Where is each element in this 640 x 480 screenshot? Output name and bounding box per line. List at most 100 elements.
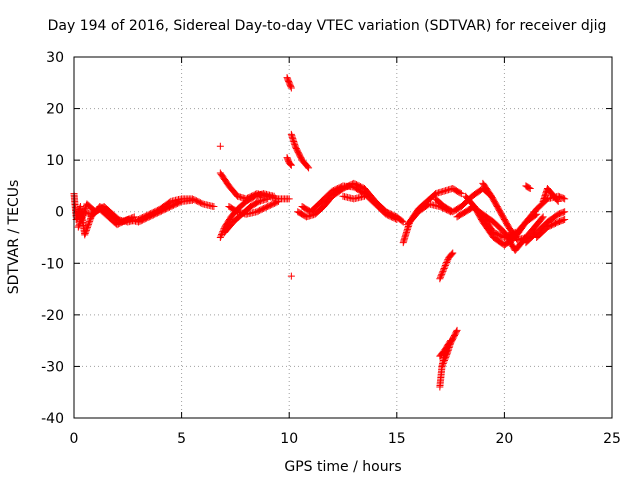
x-tick-label: 0: [70, 431, 79, 447]
data-point: [441, 263, 449, 271]
data-point: [456, 189, 464, 197]
data-point: [86, 216, 94, 224]
data-point: [305, 164, 313, 172]
y-tick-label: 20: [46, 102, 64, 118]
data-point: [538, 214, 546, 222]
data-point: [436, 275, 444, 283]
data-point: [78, 214, 86, 222]
data-point: [448, 250, 456, 258]
data-point: [75, 220, 83, 228]
x-axis-label: GPS time / hours: [284, 459, 401, 475]
data-point: [559, 208, 567, 216]
data-point: [446, 338, 454, 346]
data-point: [176, 198, 184, 206]
data-point: [81, 206, 89, 214]
data-point: [304, 163, 312, 171]
data-point: [441, 355, 449, 363]
data-point: [285, 195, 293, 203]
data-point: [130, 213, 138, 221]
data-point: [449, 249, 457, 257]
data-point: [452, 328, 460, 336]
data-point: [526, 185, 534, 193]
data-point: [82, 226, 90, 234]
data-point: [539, 213, 547, 221]
data-point: [441, 261, 449, 269]
data-point: [439, 361, 447, 369]
data-point: [85, 220, 93, 228]
data-point: [561, 195, 569, 203]
data-point: [216, 234, 224, 241]
y-tick-label: 30: [46, 50, 64, 66]
data-point: [80, 207, 88, 215]
x-tick-labels: 0 5 10 15 20 25: [70, 431, 621, 447]
data-point: [78, 213, 86, 221]
data-point: [287, 83, 295, 91]
x-tick-label: 10: [280, 431, 298, 447]
data-point: [77, 216, 85, 224]
data-point: [217, 232, 225, 240]
x-tick-label: 15: [388, 431, 406, 447]
data-point: [198, 199, 206, 207]
data-point: [438, 362, 446, 370]
data-point: [76, 217, 84, 225]
data-point: [399, 218, 407, 226]
data-point: [440, 357, 448, 365]
data-point: [129, 213, 137, 221]
data-point: [270, 192, 278, 200]
data-point: [120, 217, 128, 225]
data-point: [210, 203, 218, 211]
data-point: [76, 219, 84, 227]
data-point: [82, 228, 90, 236]
data-point: [75, 222, 83, 230]
x-tick-label: 25: [603, 431, 621, 447]
data-point: [119, 217, 127, 225]
data-point: [553, 196, 561, 204]
data-point: [447, 337, 455, 345]
data-point: [457, 190, 465, 198]
data-point: [443, 259, 451, 267]
data-point: [79, 212, 87, 220]
data-point: [85, 219, 93, 227]
y-tick-label: -40: [41, 411, 64, 427]
data-point: [81, 231, 89, 239]
chart-title: Day 194 of 2016, Sidereal Day-to-day VTE…: [48, 18, 607, 34]
data-point: [398, 217, 406, 225]
data-point: [287, 160, 295, 168]
data-point: [443, 257, 451, 265]
data-point: [125, 215, 133, 223]
data-point: [80, 209, 88, 217]
data-point: [361, 192, 369, 200]
data-point: [274, 197, 282, 205]
data-point: [287, 84, 295, 92]
plot-frame: [73, 56, 613, 419]
data-point: [439, 359, 447, 367]
data-point: [83, 223, 91, 231]
data-point: [273, 198, 281, 206]
data-point: [438, 269, 446, 277]
data-point: [117, 218, 125, 226]
y-tick-label: 10: [46, 153, 64, 169]
data-point: [559, 216, 567, 224]
data-point: [440, 264, 448, 272]
data-point: [79, 210, 87, 218]
data-point: [561, 208, 569, 216]
data-point: [525, 184, 533, 192]
data-point: [216, 142, 224, 150]
data-point: [440, 266, 448, 274]
data-point: [86, 217, 94, 225]
data-point: [554, 197, 562, 205]
data-point: [438, 270, 446, 278]
data-point: [122, 216, 130, 224]
data-point: [287, 161, 295, 169]
data-point: [74, 223, 82, 231]
data-point: [561, 215, 569, 223]
data-point: [287, 272, 295, 280]
data-point: [123, 216, 131, 224]
data-point: [393, 215, 401, 223]
grid-lines: [74, 57, 612, 418]
data-point: [559, 194, 567, 202]
y-tick-label: -10: [41, 256, 64, 272]
x-tick-label: 20: [495, 431, 513, 447]
